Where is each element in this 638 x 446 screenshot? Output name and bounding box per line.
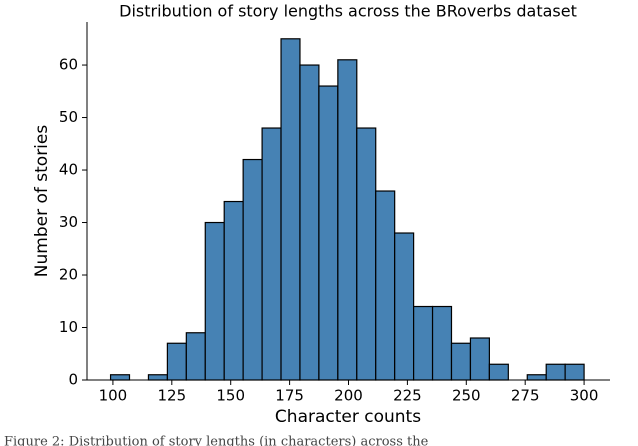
y-tick-label: 30 bbox=[59, 213, 78, 231]
bar bbox=[488, 363, 509, 381]
bar bbox=[375, 190, 396, 381]
bar bbox=[526, 374, 547, 381]
bar bbox=[431, 305, 453, 381]
bar bbox=[394, 232, 415, 381]
bar bbox=[564, 363, 585, 381]
bar bbox=[261, 127, 282, 381]
bar bbox=[413, 305, 434, 381]
x-tick-label: 250 bbox=[452, 387, 481, 405]
bar bbox=[147, 374, 168, 381]
bar bbox=[337, 59, 358, 381]
x-tick-label: 175 bbox=[275, 387, 304, 405]
y-tick-label: 10 bbox=[59, 318, 78, 336]
bar bbox=[299, 64, 320, 381]
x-tick-label: 200 bbox=[334, 387, 363, 405]
bar bbox=[166, 342, 187, 381]
bar bbox=[545, 363, 566, 381]
y-axis-label: Number of stories bbox=[32, 125, 52, 278]
y-tick-label: 0 bbox=[68, 371, 78, 389]
x-tick-label: 275 bbox=[511, 387, 540, 405]
bar bbox=[185, 332, 206, 381]
x-tick-label: 300 bbox=[570, 387, 599, 405]
bar bbox=[223, 200, 244, 381]
bar bbox=[356, 127, 377, 381]
y-tick-label: 60 bbox=[59, 56, 78, 74]
bar bbox=[109, 374, 131, 381]
x-tick-label: 125 bbox=[157, 387, 186, 405]
bar bbox=[280, 38, 301, 381]
y-tick-label: 20 bbox=[59, 266, 78, 284]
bar bbox=[450, 342, 472, 381]
figure-caption: Figure 2: Distribution of story lengths … bbox=[4, 435, 429, 446]
bar bbox=[318, 85, 339, 381]
bar bbox=[242, 158, 263, 381]
x-tick-label: 150 bbox=[216, 387, 245, 405]
chart-title: Distribution of story lengths across the… bbox=[119, 2, 577, 21]
y-tick-label: 50 bbox=[59, 108, 78, 126]
x-tick-label: 225 bbox=[393, 387, 422, 405]
y-tick-label: 40 bbox=[59, 161, 78, 179]
bar bbox=[204, 221, 225, 381]
x-axis-label: Character counts bbox=[275, 407, 421, 427]
x-tick-label: 100 bbox=[99, 387, 128, 405]
bar bbox=[469, 337, 490, 381]
